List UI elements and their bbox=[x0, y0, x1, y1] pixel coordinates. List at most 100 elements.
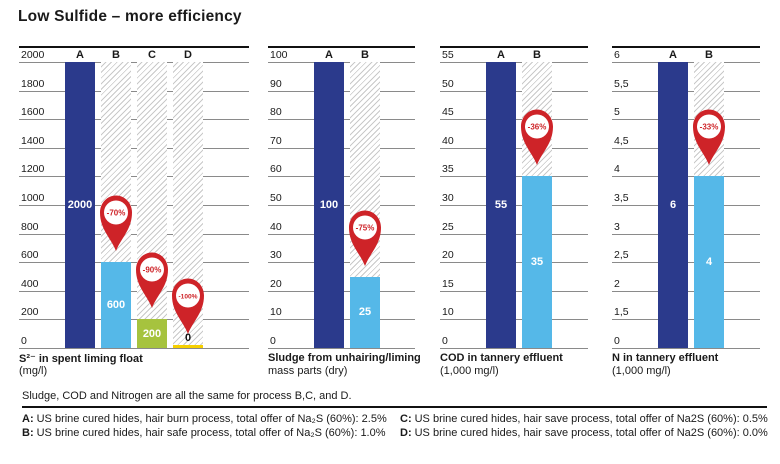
legend-text-b: US brine cured hides, hair safe process,… bbox=[36, 426, 386, 439]
y-tick-label: 0 bbox=[270, 335, 276, 347]
svg-text:-36%: -36% bbox=[528, 123, 547, 132]
panel-caption-unit: mass parts (dry) bbox=[268, 365, 348, 377]
legend-item-a: A: US brine cured hides, hair burn proces… bbox=[22, 413, 387, 427]
column-label-B: B bbox=[112, 49, 120, 61]
map-pin-icon: -100% bbox=[172, 278, 204, 334]
reduction-pin-B: -70% bbox=[99, 194, 133, 257]
panel-top-border bbox=[612, 46, 760, 48]
y-tick-label: 5 bbox=[614, 106, 620, 119]
chart-panel-4: 6 5,5 5 4,5 4 3,5 3 2,5 2 1,5 0 A 6 B 4 -33% N in tanner… bbox=[612, 46, 760, 380]
map-pin-icon: -33% bbox=[693, 109, 725, 166]
column-label-A: A bbox=[669, 49, 677, 61]
y-tick-label: 2000 bbox=[21, 49, 45, 61]
y-tick-label: 1400 bbox=[21, 134, 45, 147]
panel-caption-unit: (mg/l) bbox=[19, 365, 48, 377]
y-tick-label: 15 bbox=[442, 277, 454, 290]
map-pin-icon: -70% bbox=[100, 195, 132, 252]
y-tick-label: 50 bbox=[270, 192, 282, 204]
bar-A bbox=[486, 62, 516, 348]
panel-top-border bbox=[268, 46, 415, 48]
svg-text:-70%: -70% bbox=[107, 208, 126, 217]
gridline bbox=[440, 348, 588, 349]
y-tick-label: 70 bbox=[270, 134, 282, 147]
bar-value-label-A: 2000 bbox=[67, 199, 93, 211]
gridline bbox=[19, 233, 249, 235]
y-tick-label: 800 bbox=[21, 220, 39, 233]
bar-value-label-B: 35 bbox=[530, 256, 544, 269]
map-pin-icon: -90% bbox=[136, 252, 168, 309]
y-tick-label: 80 bbox=[270, 106, 282, 119]
footer-note: Sludge, COD and Nitrogen are all the sam… bbox=[22, 390, 352, 402]
bar-B bbox=[522, 176, 552, 348]
bar-value-label-D: 0 bbox=[184, 332, 192, 344]
chart-panel-1: 2000 1800 1600 1400 1200 1000 800 600 400 200 0 A 20… bbox=[19, 46, 249, 380]
legend-text-a: US brine cured hides, hair burn process,… bbox=[36, 413, 387, 425]
column-label-A: A bbox=[325, 49, 333, 61]
y-tick-label: 10 bbox=[270, 306, 282, 319]
y-tick-label: 45 bbox=[442, 106, 454, 119]
y-tick-label: 0 bbox=[21, 335, 27, 347]
y-tick-label: 5,5 bbox=[614, 77, 629, 90]
footer-divider bbox=[22, 406, 767, 408]
bar-value-label-B: 4 bbox=[705, 256, 713, 269]
legend-item-d: D: US brine cured hides, hair save proces… bbox=[400, 427, 768, 441]
gridline bbox=[19, 62, 249, 63]
gridline bbox=[19, 319, 249, 321]
bar-B bbox=[350, 276, 380, 348]
gridline bbox=[19, 348, 249, 349]
y-tick-label: 30 bbox=[442, 192, 454, 204]
panel-caption-unit: (1,000 mg/l) bbox=[440, 365, 499, 377]
y-tick-label: 400 bbox=[21, 277, 39, 290]
y-tick-label: 1000 bbox=[21, 192, 45, 204]
bar-value-label-A: 55 bbox=[494, 199, 508, 211]
chart-panel-2: 100 90 80 70 60 50 40 30 20 10 0 A 100 B 25 -75% Sludge … bbox=[268, 46, 421, 380]
gridline bbox=[19, 290, 249, 292]
bar-value-label-C: 200 bbox=[142, 327, 162, 340]
y-tick-label: 6 bbox=[614, 49, 620, 61]
chart-panel-3: 55 50 45 40 35 30 25 20 15 10 0 A 55 B 35 -36% COD in ta… bbox=[440, 46, 588, 380]
y-tick-label: 1200 bbox=[21, 163, 45, 176]
column-label-B: B bbox=[533, 49, 541, 61]
y-tick-label: 90 bbox=[270, 77, 282, 90]
gridline bbox=[19, 147, 249, 149]
bar-value-label-B: 25 bbox=[358, 306, 372, 319]
bar-C bbox=[137, 319, 167, 348]
y-tick-label: 4 bbox=[614, 163, 620, 176]
gridline bbox=[19, 176, 249, 178]
legend-key-c: C: bbox=[400, 413, 412, 425]
y-tick-label: 100 bbox=[270, 49, 288, 61]
reduction-pin-B: -36% bbox=[520, 108, 554, 171]
bar-value-label-B: 600 bbox=[106, 299, 126, 312]
y-tick-label: 20 bbox=[270, 277, 282, 290]
svg-text:-100%: -100% bbox=[178, 293, 197, 300]
bar-value-label-A: 100 bbox=[319, 199, 339, 211]
y-tick-label: 200 bbox=[21, 306, 39, 319]
y-tick-label: 1600 bbox=[21, 106, 45, 119]
map-pin-icon: -75% bbox=[349, 210, 381, 266]
svg-text:-75%: -75% bbox=[356, 223, 375, 232]
legend-text-d: US brine cured hides, hair save process,… bbox=[414, 426, 768, 439]
y-tick-label: 20 bbox=[442, 249, 454, 262]
y-tick-label: 55 bbox=[442, 49, 454, 61]
y-tick-label: 2 bbox=[614, 277, 620, 290]
y-tick-label: 30 bbox=[270, 249, 282, 262]
y-tick-label: 50 bbox=[442, 77, 454, 90]
legend-right-column: C: US brine cured hides, hair save proces… bbox=[400, 413, 768, 440]
column-label-C: C bbox=[148, 49, 156, 61]
y-tick-label: 40 bbox=[442, 134, 454, 147]
column-label-D: D bbox=[184, 49, 192, 61]
y-tick-label: 10 bbox=[442, 306, 454, 319]
legend-item-c: C: US brine cured hides, hair save proces… bbox=[400, 413, 768, 427]
legend-key-b: B: bbox=[22, 426, 34, 439]
panel-caption: COD in tannery effluent bbox=[440, 352, 563, 364]
y-tick-label: 60 bbox=[270, 163, 282, 176]
gridline bbox=[19, 90, 249, 92]
reduction-pin-D: -100% bbox=[171, 277, 205, 340]
y-tick-label: 3 bbox=[614, 220, 620, 233]
bar-A bbox=[65, 62, 95, 348]
gridline bbox=[19, 119, 249, 121]
bar-value-label-A: 6 bbox=[669, 199, 677, 211]
gridline bbox=[268, 348, 415, 349]
y-tick-label: 1800 bbox=[21, 77, 45, 90]
legend-left-column: A: US brine cured hides, hair burn proces… bbox=[22, 413, 387, 440]
